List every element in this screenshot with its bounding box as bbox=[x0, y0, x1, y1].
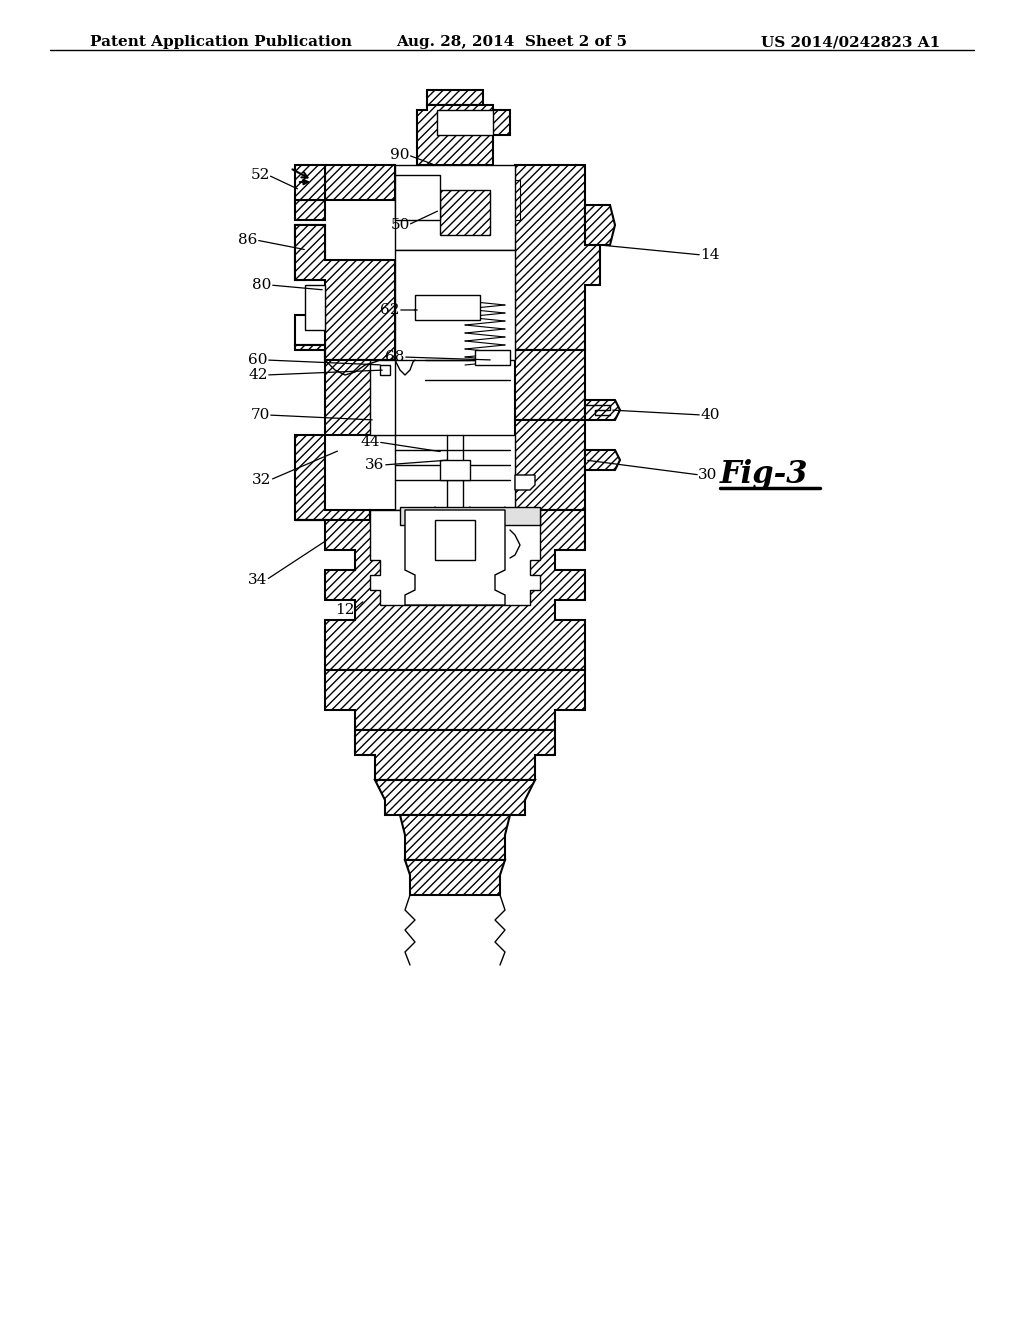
Polygon shape bbox=[440, 190, 490, 235]
Polygon shape bbox=[585, 450, 620, 470]
Text: 52: 52 bbox=[250, 168, 269, 182]
Polygon shape bbox=[355, 730, 555, 780]
Polygon shape bbox=[295, 201, 325, 220]
Text: 50: 50 bbox=[390, 218, 410, 232]
Polygon shape bbox=[406, 510, 505, 605]
Text: 40: 40 bbox=[700, 408, 720, 422]
Polygon shape bbox=[375, 780, 535, 814]
Polygon shape bbox=[395, 249, 515, 360]
Text: Aug. 28, 2014  Sheet 2 of 5: Aug. 28, 2014 Sheet 2 of 5 bbox=[396, 36, 628, 49]
Text: US 2014/0242823 A1: US 2014/0242823 A1 bbox=[761, 36, 940, 49]
Text: 90: 90 bbox=[390, 148, 410, 162]
Text: 34: 34 bbox=[248, 573, 267, 587]
Polygon shape bbox=[295, 224, 395, 360]
Text: 30: 30 bbox=[698, 469, 718, 482]
Polygon shape bbox=[427, 90, 483, 106]
Polygon shape bbox=[400, 507, 540, 525]
Text: Fig-3: Fig-3 bbox=[720, 459, 809, 491]
Polygon shape bbox=[490, 180, 508, 220]
Polygon shape bbox=[370, 510, 540, 605]
Polygon shape bbox=[585, 205, 615, 246]
Polygon shape bbox=[295, 436, 370, 520]
Polygon shape bbox=[510, 180, 520, 220]
Polygon shape bbox=[325, 165, 395, 201]
Text: 62: 62 bbox=[380, 304, 399, 317]
Polygon shape bbox=[515, 420, 585, 510]
Polygon shape bbox=[325, 671, 585, 730]
Text: 36: 36 bbox=[366, 458, 385, 473]
Polygon shape bbox=[515, 475, 535, 490]
Polygon shape bbox=[395, 176, 440, 220]
Polygon shape bbox=[415, 300, 475, 319]
Text: 12: 12 bbox=[335, 603, 354, 616]
Text: 44: 44 bbox=[360, 436, 380, 449]
Polygon shape bbox=[515, 350, 585, 420]
Polygon shape bbox=[395, 165, 515, 249]
Polygon shape bbox=[435, 520, 475, 560]
Polygon shape bbox=[440, 459, 470, 480]
Polygon shape bbox=[417, 106, 510, 165]
Polygon shape bbox=[395, 436, 515, 510]
Polygon shape bbox=[585, 400, 620, 420]
Text: 70: 70 bbox=[250, 408, 269, 422]
Text: 14: 14 bbox=[700, 248, 720, 261]
Polygon shape bbox=[406, 861, 505, 895]
Polygon shape bbox=[295, 315, 325, 345]
Text: 68: 68 bbox=[385, 350, 404, 364]
Text: 42: 42 bbox=[248, 368, 267, 381]
Text: 32: 32 bbox=[252, 473, 271, 487]
Text: Patent Application Publication: Patent Application Publication bbox=[90, 36, 352, 49]
Polygon shape bbox=[380, 366, 390, 375]
Polygon shape bbox=[415, 294, 480, 319]
Polygon shape bbox=[370, 360, 395, 436]
Polygon shape bbox=[515, 165, 600, 350]
Text: 60: 60 bbox=[248, 352, 267, 367]
Polygon shape bbox=[305, 285, 325, 330]
Polygon shape bbox=[295, 224, 325, 280]
Polygon shape bbox=[437, 110, 493, 135]
Text: 80: 80 bbox=[252, 279, 271, 292]
Polygon shape bbox=[475, 350, 510, 366]
Polygon shape bbox=[295, 510, 585, 671]
Polygon shape bbox=[295, 165, 325, 201]
Text: 86: 86 bbox=[239, 234, 258, 247]
Polygon shape bbox=[295, 345, 395, 436]
Polygon shape bbox=[400, 814, 510, 861]
